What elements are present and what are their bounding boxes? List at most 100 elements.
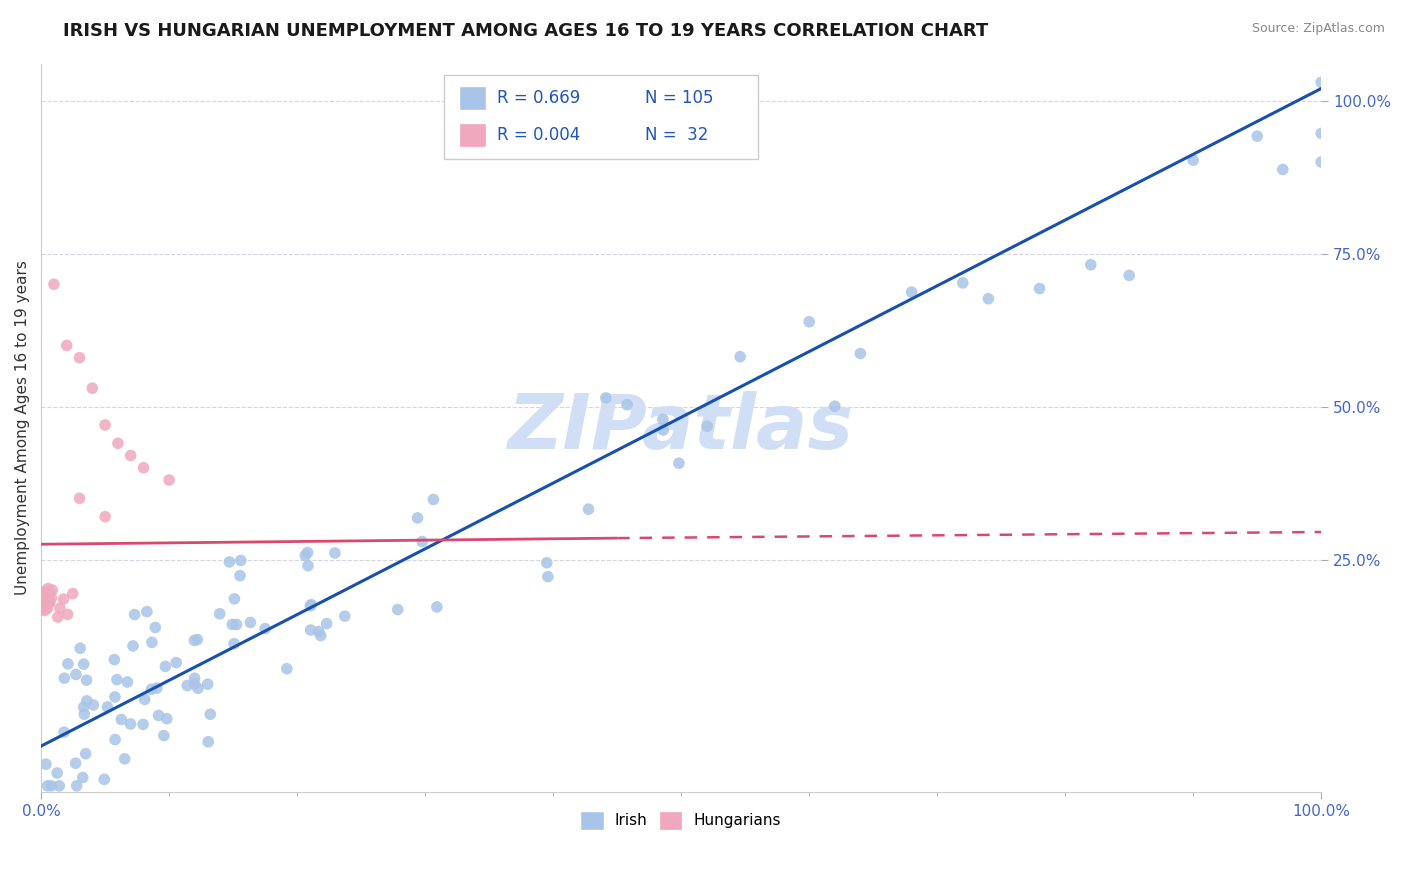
- Point: [849, 346, 872, 360]
- Point: [1310, 155, 1333, 169]
- Point: [156, 712, 179, 726]
- Point: [120, 717, 142, 731]
- Point: [52, 592, 75, 607]
- Point: [132, 717, 155, 731]
- Point: [69, 641, 91, 656]
- Point: [41, 582, 63, 597]
- Point: [276, 662, 298, 676]
- Point: [299, 623, 322, 637]
- Point: [299, 599, 322, 613]
- Point: [696, 419, 718, 434]
- Point: [422, 492, 444, 507]
- Point: [616, 398, 638, 412]
- Point: [38, 587, 60, 601]
- Point: [120, 449, 142, 463]
- Point: [799, 315, 821, 329]
- Point: [69, 491, 91, 506]
- Point: [143, 620, 166, 634]
- Point: [82, 381, 104, 395]
- Point: [37, 601, 59, 615]
- Point: [73, 657, 96, 672]
- Point: [93, 772, 115, 787]
- Point: [333, 609, 356, 624]
- Y-axis label: Unemployment Among Ages 16 to 19 years: Unemployment Among Ages 16 to 19 years: [15, 260, 30, 596]
- Point: [94, 509, 117, 524]
- Point: [1028, 282, 1050, 296]
- Point: [42, 277, 65, 292]
- Text: N = 105: N = 105: [645, 89, 713, 107]
- Bar: [444, 75, 758, 159]
- Point: [56, 607, 79, 622]
- Point: [218, 555, 240, 569]
- Point: [39, 595, 62, 609]
- Point: [225, 617, 247, 632]
- Point: [56, 657, 79, 671]
- Point: [31, 591, 53, 605]
- Point: [183, 633, 205, 648]
- Point: [176, 678, 198, 692]
- Point: [114, 752, 136, 766]
- Point: [53, 725, 76, 739]
- Point: [165, 656, 187, 670]
- Point: [38, 595, 60, 609]
- Point: [65, 667, 87, 681]
- Point: [254, 622, 277, 636]
- Point: [187, 681, 209, 696]
- Point: [186, 632, 208, 647]
- Point: [103, 652, 125, 666]
- Point: [38, 596, 60, 610]
- Text: IRISH VS HUNGARIAN UNEMPLOYMENT AMONG AGES 16 TO 19 YEARS CORRELATION CHART: IRISH VS HUNGARIAN UNEMPLOYMENT AMONG AG…: [63, 22, 988, 40]
- Point: [1246, 129, 1268, 144]
- Point: [104, 690, 127, 704]
- Point: [652, 423, 675, 437]
- Point: [308, 624, 330, 639]
- Point: [1271, 162, 1294, 177]
- Point: [197, 677, 219, 691]
- Point: [135, 605, 157, 619]
- Point: [34, 603, 56, 617]
- Bar: [460, 125, 485, 146]
- Text: ZIPatlas: ZIPatlas: [508, 391, 855, 465]
- Point: [38, 584, 60, 599]
- Point: [62, 587, 84, 601]
- Point: [153, 729, 176, 743]
- Point: [977, 292, 1000, 306]
- Point: [200, 707, 222, 722]
- Point: [76, 694, 98, 708]
- Point: [37, 591, 59, 606]
- Point: [668, 456, 690, 470]
- Point: [65, 756, 87, 771]
- Point: [141, 635, 163, 649]
- Point: [315, 616, 337, 631]
- Point: [297, 545, 319, 559]
- Text: N =  32: N = 32: [645, 127, 709, 145]
- Point: [134, 692, 156, 706]
- Point: [536, 556, 558, 570]
- Point: [221, 617, 243, 632]
- Point: [309, 629, 332, 643]
- Point: [48, 779, 70, 793]
- Point: [104, 732, 127, 747]
- Point: [229, 553, 252, 567]
- Point: [146, 681, 169, 695]
- Point: [183, 677, 205, 691]
- Point: [107, 436, 129, 450]
- Point: [41, 591, 63, 605]
- Point: [197, 735, 219, 749]
- Point: [76, 673, 98, 688]
- Point: [1310, 126, 1333, 140]
- Legend: Irish, Hungarians: Irish, Hungarians: [575, 805, 787, 835]
- Point: [387, 602, 409, 616]
- Point: [37, 779, 59, 793]
- Point: [30, 602, 52, 616]
- Point: [39, 779, 62, 793]
- Point: [426, 599, 449, 614]
- Point: [157, 473, 180, 487]
- Point: [141, 682, 163, 697]
- Point: [411, 534, 433, 549]
- Point: [122, 639, 145, 653]
- Point: [96, 700, 118, 714]
- Point: [105, 673, 128, 687]
- Point: [53, 671, 76, 685]
- Point: [1080, 258, 1102, 272]
